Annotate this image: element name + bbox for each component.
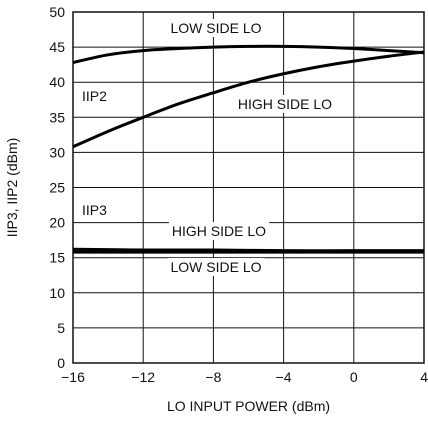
y-tick-label: 5: [57, 320, 65, 336]
annotation-iip2: IIP2: [82, 88, 107, 104]
y-tick-label: 20: [49, 215, 65, 231]
label-background: [167, 19, 265, 37]
label-background: [167, 258, 265, 276]
x-tick-label: 4: [420, 369, 428, 385]
y-tick-label: 15: [49, 250, 65, 266]
y-tick-label: 45: [49, 39, 65, 55]
y-tick-label: 0: [57, 355, 65, 371]
annotation-iip3: IIP3: [82, 202, 107, 218]
grid-lines: [72, 11, 425, 364]
y-tick-label: 25: [49, 180, 65, 196]
y-tick-label: 30: [49, 144, 65, 160]
annotation-high-side-lo-iip3: HIGH SIDE LO: [172, 223, 266, 239]
x-tick-label: −4: [276, 369, 292, 385]
annotation-low-side-lo-iip3: LOW SIDE LO: [170, 259, 261, 275]
x-tick-label: −8: [205, 369, 221, 385]
x-tick-label: −12: [131, 369, 155, 385]
annotation-high-side-lo-iip2: HIGH SIDE LO: [238, 96, 332, 112]
series-line-1: [72, 44, 425, 65]
label-background: [168, 222, 270, 240]
y-axis-label: IIP3, IIP2 (dBm): [4, 138, 20, 238]
label-background: [234, 95, 336, 113]
y-tick-label: 10: [49, 285, 65, 301]
plot-frame: [72, 11, 425, 364]
x-axis-label: LO INPUT POWER (dBm): [167, 398, 330, 414]
series-line-3: [72, 247, 424, 253]
series-curves: [72, 44, 425, 254]
y-tick-label: 50: [49, 4, 65, 20]
x-tick-label: −16: [61, 369, 85, 385]
annotation-low-side-lo-iip2: LOW SIDE LO: [170, 20, 261, 36]
tick-labels: 0 5 10 15 20 25 30 35 40 45 50 −16 −12 −8 −4 0 4: [49, 4, 428, 385]
y-tick-label: 40: [49, 74, 65, 90]
y-tick-label: 35: [49, 109, 65, 125]
series-line-2: [72, 50, 425, 149]
annotations: LOW SIDE LO IIP2 HIGH SIDE LO IIP3 HIGH …: [82, 19, 336, 276]
x-tick-label: 0: [350, 369, 358, 385]
